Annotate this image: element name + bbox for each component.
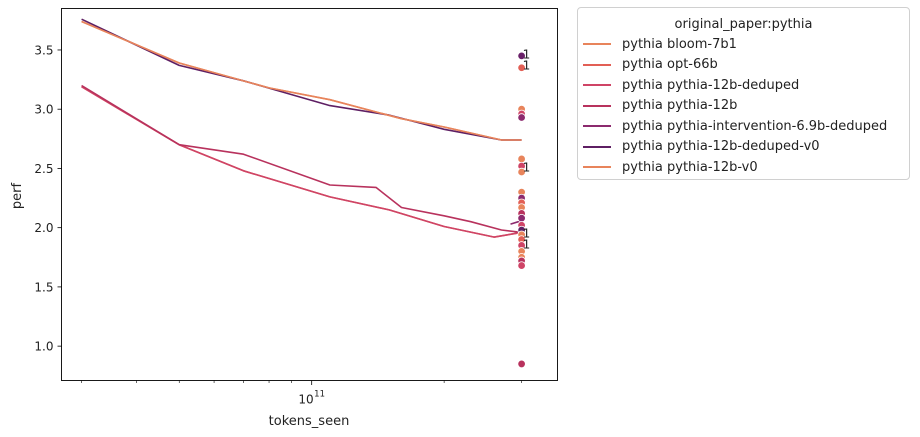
series-line-7 — [81, 20, 522, 141]
legend-swatch — [583, 84, 611, 87]
data-point-2 — [517, 63, 526, 72]
plot-lines — [81, 18, 522, 238]
y-tick-label: 2.0 — [34, 221, 53, 235]
legend-swatch — [583, 166, 611, 169]
y-tick-label: 1.5 — [34, 280, 53, 294]
plot-points — [517, 51, 526, 369]
legend-label: pythia pythia-12b-v0 — [622, 159, 758, 175]
point-annotation-4: 1 — [523, 227, 531, 241]
legend-swatch — [583, 104, 611, 107]
y-axis-label: perf — [10, 182, 25, 209]
data-point-14 — [517, 213, 526, 223]
point-annotation-3: 1 — [523, 160, 531, 174]
legend-entry: pythia pythia-12b-v0 — [583, 157, 909, 178]
legend-title: original_paper:pythia — [674, 17, 813, 32]
legend-label: pythia pythia-12b-deduped — [622, 77, 800, 93]
x-axis: 10 11 — [81, 380, 522, 407]
x-axis-label: tokens_seen — [269, 414, 350, 429]
data-point-5 — [517, 113, 526, 122]
legend-entry: pythia bloom-7b1 — [583, 34, 909, 55]
series-line-2 — [81, 86, 522, 238]
y-axis: 1.0 1.5 2.0 2.5 3.0 3.5 — [34, 43, 62, 354]
data-point-8 — [517, 167, 526, 177]
series-line-3 — [81, 86, 522, 238]
y-tick-label: 3.5 — [34, 43, 53, 57]
legend-entry: pythia pythia-12b-deduped — [583, 75, 909, 96]
data-point-23 — [517, 261, 526, 270]
data-point-1 — [517, 51, 526, 61]
legend-entry: pythia opt-66b — [583, 55, 909, 76]
series-line-4 — [81, 84, 522, 234]
y-tick-label: 1.0 — [34, 340, 53, 354]
series-line-1 — [81, 20, 522, 141]
legend-swatch — [583, 63, 611, 66]
legend-label: pythia pythia-12b-deduped-v0 — [622, 139, 820, 155]
legend-rows: pythia bloom-7b1 pythia opt-66b pythia pyt… — [578, 34, 909, 178]
y-tick-label: 3.0 — [34, 103, 53, 117]
data-point-24 — [517, 359, 526, 369]
point-annotation-1: 1 — [523, 48, 531, 62]
legend-label: pythia pythia-12b — [622, 98, 738, 114]
legend-entry: pythia pythia-12b — [583, 96, 909, 117]
x-tick-label: 10 — [298, 393, 313, 407]
point-annotation-2: 1 — [523, 58, 531, 72]
legend-entry: pythia pythia-12b-deduped-v0 — [583, 137, 909, 158]
legend-swatch — [583, 145, 611, 148]
legend-swatch — [583, 43, 611, 46]
point-annotation-5: 1 — [523, 237, 531, 251]
y-tick-label: 2.5 — [34, 162, 53, 176]
x-tick-label-exponent: 11 — [314, 390, 325, 400]
legend: original_paper:pythia pythia bloom-7b1 py… — [577, 7, 910, 180]
legend-swatch — [583, 125, 611, 128]
legend-label: pythia pythia-intervention-6.9b-deduped — [622, 118, 888, 134]
legend-label: pythia opt-66b — [622, 57, 718, 73]
series-line-6 — [81, 18, 522, 141]
plot-frame — [61, 8, 558, 381]
legend-label: pythia bloom-7b1 — [622, 36, 737, 52]
legend-entry: pythia pythia-intervention-6.9b-deduped — [583, 116, 909, 137]
